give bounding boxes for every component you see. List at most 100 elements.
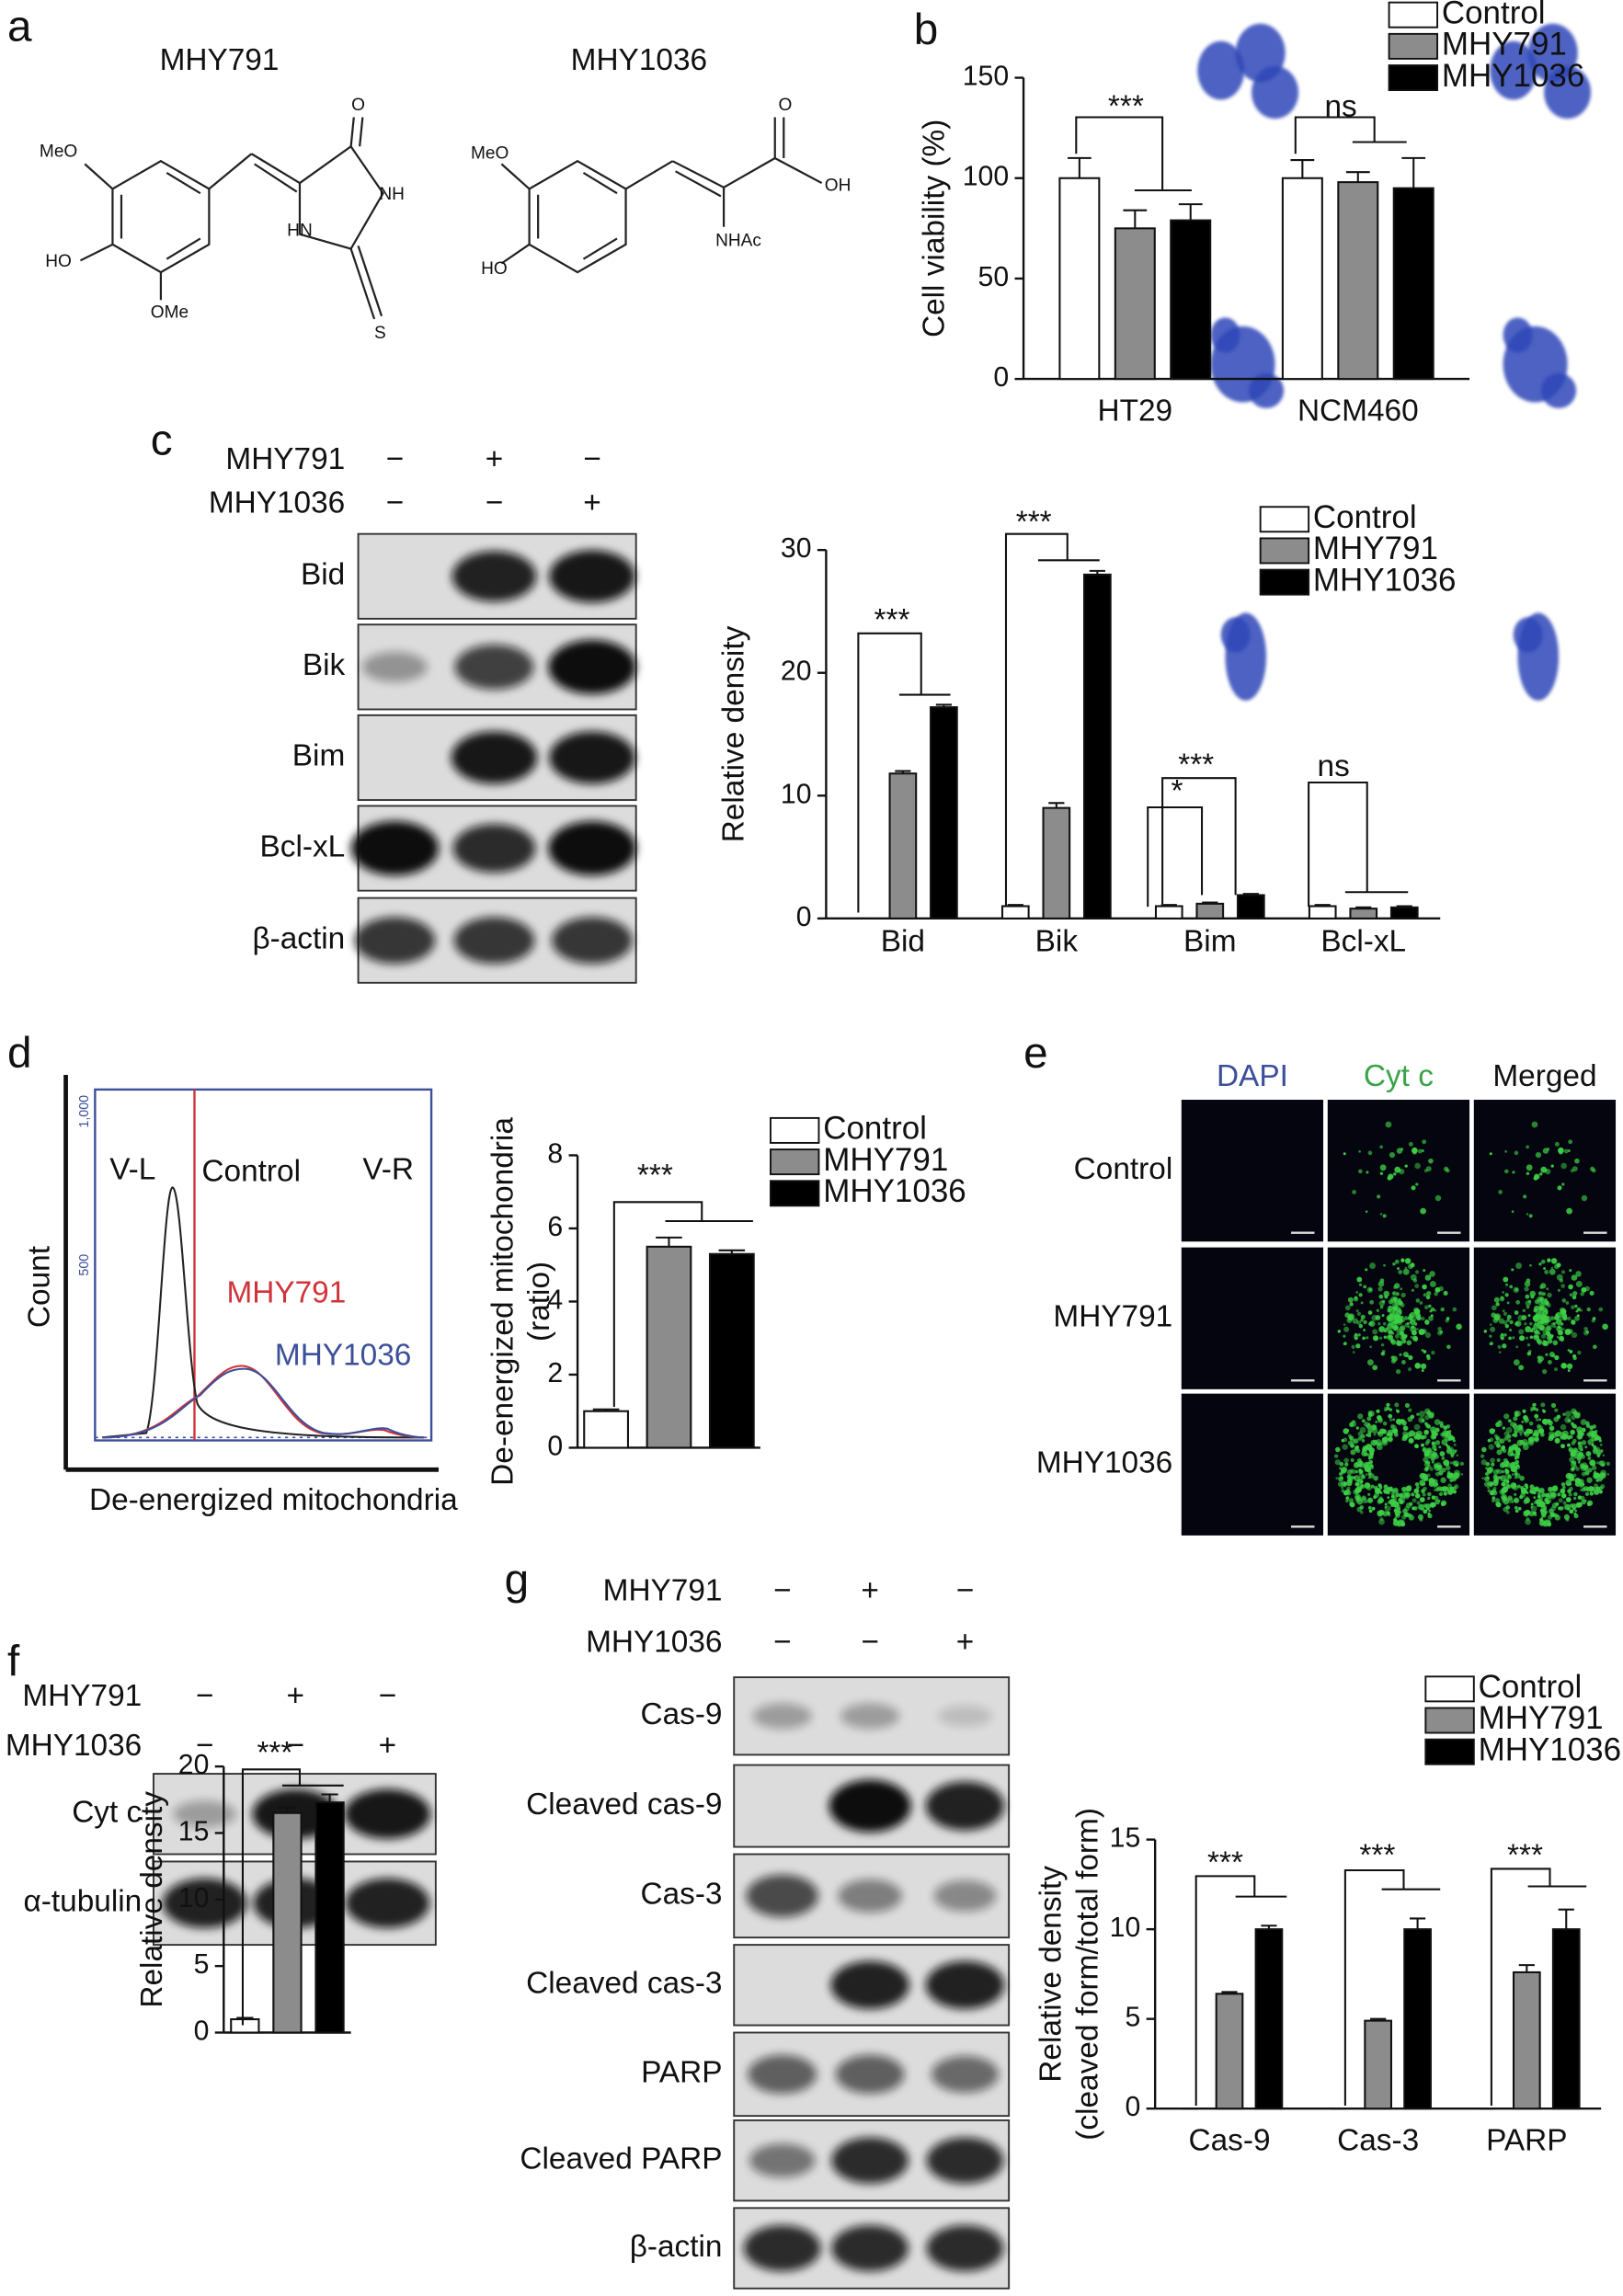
blot-band (548, 639, 636, 694)
cytc-dot (1592, 1317, 1596, 1320)
cytc-dot (1389, 1408, 1393, 1411)
blot-band (350, 821, 440, 876)
cytc-dot (1428, 1304, 1432, 1308)
significance-bracket (241, 1768, 344, 2026)
cytc-dot (1547, 1258, 1551, 1262)
bar (1281, 177, 1323, 381)
cytc-dot (1366, 1468, 1371, 1472)
cytc-dot (1379, 1517, 1384, 1522)
cytc-dot (1358, 1293, 1363, 1297)
cytc-dot (1355, 1343, 1361, 1349)
cytc-dot (1411, 1185, 1416, 1191)
cytc-dot (1515, 1345, 1519, 1349)
cytc-dot (1536, 1433, 1539, 1435)
cytc-dot (1434, 1448, 1437, 1452)
cytc-dot (1387, 1334, 1393, 1341)
flow-histogram (63, 1074, 440, 1472)
cytc-dot (1400, 1292, 1406, 1298)
cytc-dot (1388, 1173, 1394, 1180)
cytc-dot (1526, 1305, 1530, 1309)
y-axis-label: (ratio) (522, 1262, 556, 1342)
cytc-dot (1387, 1330, 1392, 1334)
cytc-dot (1400, 1303, 1405, 1308)
cytc-dot (1529, 1440, 1534, 1445)
legend-label: MHY1036 (1313, 562, 1457, 598)
treatment-sign: − (773, 1574, 791, 1608)
cytc-dot (1586, 1477, 1593, 1483)
cytc-dot (1423, 1293, 1427, 1297)
blot-band (454, 644, 534, 690)
cytc-dot (1408, 1367, 1412, 1372)
cytc-dot (1422, 1492, 1426, 1497)
cytc-dot (1404, 1402, 1411, 1409)
cytc-dot (1542, 1369, 1548, 1375)
cytc-dot (1554, 1437, 1560, 1444)
cytc-dot (1416, 1412, 1420, 1416)
cytc-dot (1366, 1462, 1373, 1468)
cytc-dot (1392, 1172, 1397, 1176)
cytc-dot (1395, 1317, 1400, 1321)
cytc-dot (1572, 1438, 1577, 1444)
cytc-dot (1529, 1263, 1532, 1267)
cytc-dot (1491, 1305, 1497, 1311)
cytc-dot (1366, 1453, 1369, 1456)
cytc-dot (1394, 1259, 1400, 1264)
significance-label: *** (1207, 1845, 1243, 1879)
cytc-dot (1549, 1351, 1555, 1358)
cytc-dot (1568, 1139, 1573, 1145)
cytc-dot (1416, 1501, 1421, 1505)
cytc-dot (1524, 1286, 1529, 1292)
cytc-dot (1485, 1467, 1488, 1470)
cytc-dot (1524, 1483, 1528, 1488)
treatment-sign: − (861, 1625, 878, 1659)
significance-bracket (612, 1201, 753, 1407)
cytc-dot (1578, 1441, 1583, 1445)
cytc-dot (1360, 1434, 1366, 1439)
cytc-dot (1391, 1302, 1399, 1308)
y-tick-label: 0 (547, 1431, 563, 1461)
cytc-dot (1423, 1477, 1428, 1481)
cytc-dot (1419, 1497, 1425, 1502)
blot-band (548, 821, 636, 876)
bar (930, 706, 958, 920)
atom-label: MeO (471, 143, 509, 163)
cytc-dot (1393, 1285, 1398, 1290)
cytc-dot (1378, 1300, 1385, 1307)
cytc-dot (1560, 1492, 1567, 1499)
y-tick-label: 100 (963, 162, 1009, 192)
cytc-dot (1436, 1429, 1440, 1433)
cytc-dot (1367, 1150, 1373, 1156)
cytc-dot (1433, 1463, 1439, 1468)
nucleus (1490, 40, 1537, 100)
cytc-dot (1503, 1458, 1508, 1463)
cytc-dot (1578, 1451, 1584, 1457)
cytc-dot (1546, 1419, 1551, 1424)
cytc-dot (1422, 1139, 1427, 1145)
cytc-dot (1508, 1419, 1512, 1422)
cytc-dot (1391, 1489, 1395, 1492)
treatment-sign: − (486, 486, 504, 520)
cytc-dot (1583, 1326, 1588, 1331)
cytc-dot (1514, 1150, 1519, 1156)
cytc-dot (1368, 1321, 1372, 1326)
cytc-dot (1423, 1350, 1427, 1354)
cytc-dot (1383, 1290, 1390, 1297)
cytc-dot (1407, 1416, 1413, 1422)
cytc-dot (1422, 1329, 1427, 1334)
cytc-dot (1504, 1283, 1509, 1286)
cytc-dot (1452, 1460, 1457, 1466)
cytc-dot (1377, 1431, 1384, 1437)
cytc-dot (1429, 1280, 1436, 1287)
cytc-dot (1402, 1351, 1409, 1358)
y-axis-label: Relative density (1034, 1866, 1069, 2083)
cytc-dot (1431, 1350, 1435, 1355)
cytc-dot (1343, 1491, 1349, 1496)
cytc-dot (1554, 1263, 1560, 1270)
cytc-dot (1535, 1151, 1542, 1159)
bar (1389, 906, 1419, 920)
legend-swatch (770, 1180, 820, 1207)
cytc-dot (1430, 1314, 1434, 1318)
cytc-dot (1352, 1318, 1358, 1324)
atom-label: HO (481, 259, 508, 279)
cytc-dot (1490, 1326, 1496, 1332)
